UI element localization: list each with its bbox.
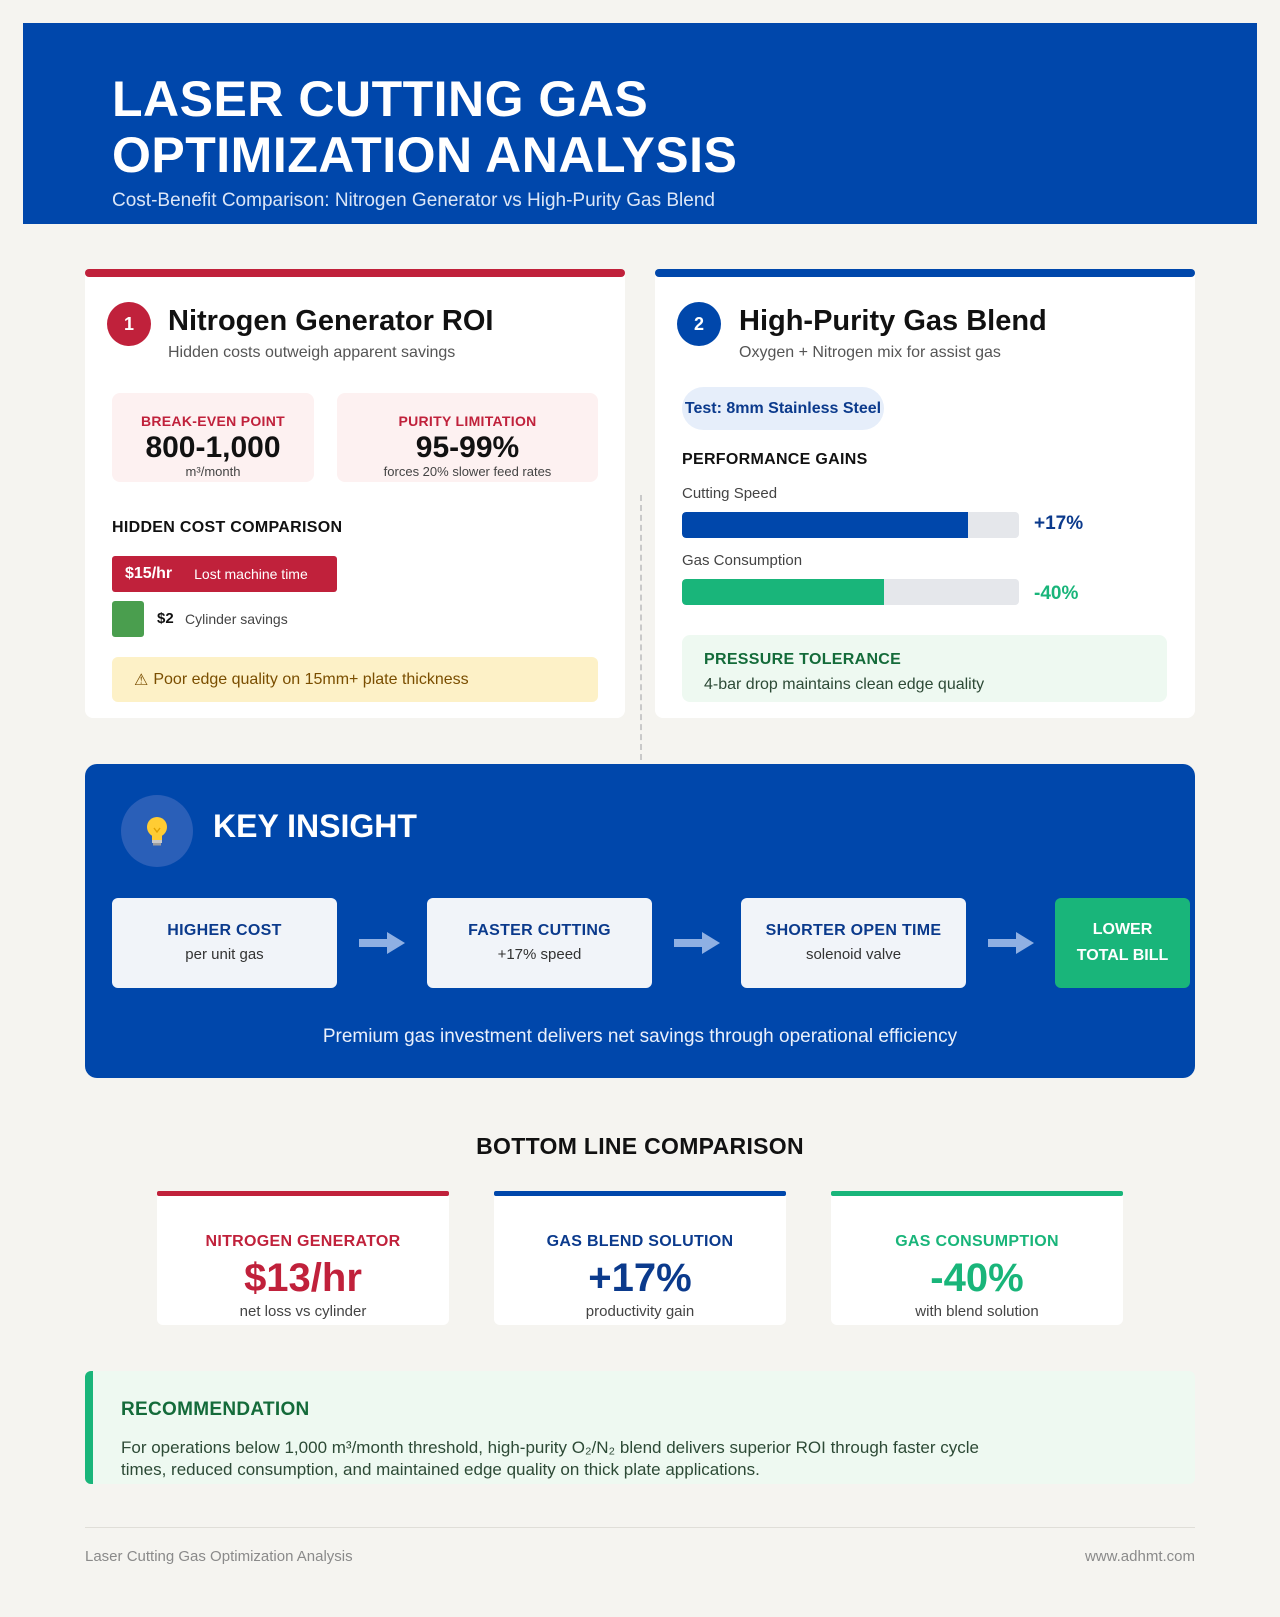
bl-card-title: NITROGEN GENERATOR xyxy=(205,1233,401,1250)
flow-result-line-2: TOTAL BILL xyxy=(1076,947,1169,964)
bl-card-sub: productivity gain xyxy=(585,1303,695,1320)
edge-quality-warning: ⚠ Poor edge quality on 15mm+ plate thick… xyxy=(112,657,598,702)
gas-consumption-fill xyxy=(682,579,885,605)
insight-tagline: Premium gas investment delivers net savi… xyxy=(322,1026,958,1047)
key-insight-panel: KEY INSIGHT HIGHER COST per unit gas FAS… xyxy=(85,764,1195,1078)
page-subtitle: Cost-Benefit Comparison: Nitrogen Genera… xyxy=(112,190,715,211)
break-even-stat: BREAK-EVEN POINT 800-1,000 m³/month xyxy=(112,393,314,482)
cutting-speed-value: +17% xyxy=(1034,513,1084,534)
card-accent-bar xyxy=(831,1191,1123,1196)
footer-website-link[interactable]: www.adhmt.com xyxy=(1084,1548,1195,1565)
card-title: Nitrogen Generator ROI xyxy=(168,305,494,337)
flow-step-sub: +17% speed xyxy=(497,946,582,963)
stat-value: 95-99% xyxy=(415,431,520,464)
stat-unit: m³/month xyxy=(185,464,241,479)
savings-amount: $2 xyxy=(157,610,174,627)
flow-step-sub: solenoid valve xyxy=(805,946,902,963)
flow-step-higher-cost: HIGHER COST per unit gas xyxy=(112,898,337,988)
bottom-line-card-consumption: GAS CONSUMPTION -40% with blend solution xyxy=(831,1191,1123,1325)
card-accent-bar xyxy=(655,269,1195,277)
lightbulb-icon xyxy=(121,795,193,867)
section-number-badge: 1 xyxy=(107,302,151,346)
bottom-line-card-gas-blend: GAS BLEND SOLUTION +17% productivity gai… xyxy=(494,1191,786,1325)
flow-result-lower-total-bill: LOWER TOTAL BILL xyxy=(1055,898,1190,988)
card-accent-bar xyxy=(85,269,625,277)
section-number-badge: 2 xyxy=(677,302,721,346)
flow-step-title: HIGHER COST xyxy=(167,922,282,939)
hidden-cost-heading: HIDDEN COST COMPARISON xyxy=(112,519,343,536)
recommendation-accent-bar xyxy=(85,1371,93,1484)
gas-blend-card: 2 High-Purity Gas Blend Oxygen + Nitroge… xyxy=(655,269,1195,718)
card-accent-bar xyxy=(157,1191,449,1196)
test-material-pill: Test: 8mm Stainless Steel xyxy=(682,387,884,430)
purity-limitation-stat: PURITY LIMITATION 95-99% forces 20% slow… xyxy=(337,393,598,482)
cutting-speed-fill xyxy=(682,512,969,538)
title-line-1: LASER CUTTING GAS xyxy=(112,71,649,127)
bl-card-title: GAS CONSUMPTION xyxy=(895,1233,1059,1250)
pressure-title: PRESSURE TOLERANCE xyxy=(704,651,902,668)
cost-desc: Lost machine time xyxy=(194,566,308,582)
bl-card-sub: net loss vs cylinder xyxy=(239,1303,367,1320)
header-banner: LASER CUTTING GAS OPTIMIZATION ANALYSIS … xyxy=(23,23,1257,224)
flow-step-title: SHORTER OPEN TIME xyxy=(765,922,942,939)
recommendation-text: For operations below 1,000 m³/month thre… xyxy=(121,1438,979,1479)
card-title: High-Purity Gas Blend xyxy=(739,305,1047,337)
stat-label: BREAK-EVEN POINT xyxy=(140,413,286,429)
recommendation-box: RECOMMENDATION For operations below 1,00… xyxy=(85,1371,1195,1484)
stat-label: PURITY LIMITATION xyxy=(398,413,537,429)
footer-title: Laser Cutting Gas Optimization Analysis xyxy=(85,1548,353,1565)
flow-step-shorter-open-time: SHORTER OPEN TIME solenoid valve xyxy=(741,898,966,988)
nitrogen-generator-card: 1 Nitrogen Generator ROI Hidden costs ou… xyxy=(85,269,625,718)
gas-consumption-value: -40% xyxy=(1034,583,1079,604)
arrow-right-icon xyxy=(359,932,405,954)
card-subtitle: Oxygen + Nitrogen mix for assist gas xyxy=(739,344,1001,361)
warning-text: Poor edge quality on 15mm+ plate thickne… xyxy=(153,670,469,688)
page-title: LASER CUTTING GAS OPTIMIZATION ANALYSIS xyxy=(112,71,737,183)
card-accent-bar xyxy=(494,1191,786,1196)
warning-icon: ⚠ xyxy=(134,671,149,689)
footer-divider xyxy=(85,1527,1195,1528)
card-subtitle: Hidden costs outweigh apparent savings xyxy=(168,344,456,361)
section-divider xyxy=(640,495,642,760)
arrow-right-icon xyxy=(674,932,720,954)
arrow-right-icon xyxy=(988,932,1034,954)
cost-amount: $15/hr xyxy=(125,565,173,582)
performance-gains-heading: PERFORMANCE GAINS xyxy=(682,451,868,468)
flow-step-faster-cutting: FASTER CUTTING +17% speed xyxy=(427,898,652,988)
flow-step-title: FASTER CUTTING xyxy=(468,922,611,939)
title-line-2: OPTIMIZATION ANALYSIS xyxy=(112,127,738,183)
gas-consumption-label: Gas Consumption xyxy=(682,552,803,569)
bottom-line-card-nitrogen: NITROGEN GENERATOR $13/hr net loss vs cy… xyxy=(157,1191,449,1325)
insight-title: KEY INSIGHT xyxy=(213,808,417,844)
pressure-desc: 4-bar drop maintains clean edge quality xyxy=(704,676,985,693)
pressure-tolerance-box: PRESSURE TOLERANCE 4-bar drop maintains … xyxy=(682,635,1167,702)
stat-value: 800-1,000 xyxy=(145,431,281,464)
recommendation-title: RECOMMENDATION xyxy=(121,1399,310,1420)
lost-machine-time-bar: $15/hr Lost machine time xyxy=(112,556,337,592)
cutting-speed-label: Cutting Speed xyxy=(682,485,778,502)
cylinder-savings-bar xyxy=(112,601,144,637)
savings-desc: Cylinder savings xyxy=(185,611,288,627)
stat-unit: forces 20% slower feed rates xyxy=(383,464,552,479)
bottom-line-heading: BOTTOM LINE COMPARISON xyxy=(476,1133,804,1159)
flow-result-line-1: LOWER xyxy=(1092,921,1153,938)
bl-card-value: $13/hr xyxy=(244,1256,362,1300)
bl-card-sub: with blend solution xyxy=(915,1303,1039,1320)
gas-consumption-track xyxy=(682,579,1019,605)
bl-card-value: -40% xyxy=(930,1256,1024,1300)
cutting-speed-track xyxy=(682,512,1019,538)
bl-card-title: GAS BLEND SOLUTION xyxy=(546,1233,734,1250)
bl-card-value: +17% xyxy=(588,1256,692,1300)
flow-step-sub: per unit gas xyxy=(185,946,264,963)
